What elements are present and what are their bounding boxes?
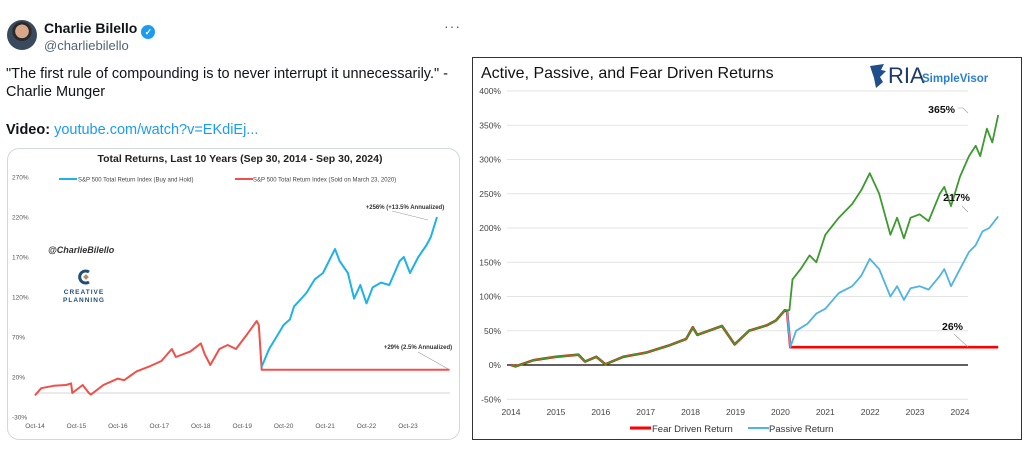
annotation-buy-hold: +256% (+13.5% Annualized) — [366, 205, 444, 211]
x-tick-label: Oct-22 — [357, 423, 377, 430]
annotation-leader — [391, 210, 429, 221]
y-tick-label: 200% — [479, 223, 501, 233]
author-name[interactable]: Charlie Bilello ✓ — [44, 20, 156, 39]
logo-text-ria: RIA — [888, 63, 925, 88]
legend-label-buy-hold: S&P 500 Total Return Index (Buy and Hold… — [78, 178, 194, 184]
annotation-passive: 217% — [943, 192, 971, 204]
x-tick-label: 2024 — [951, 407, 970, 417]
series-line-buy-hold — [260, 216, 438, 367]
x-tick-label: Oct-20 — [274, 423, 294, 430]
left-chart-card[interactable] — [7, 148, 460, 440]
x-tick-label: Oct-14 — [25, 423, 45, 430]
x-tick-label: 2017 — [636, 407, 655, 417]
video-label: Video: — [6, 122, 51, 138]
y-tick-label: 50% — [484, 326, 501, 336]
ria-simplevisor-logo: RIA SimpleVisor — [870, 63, 989, 88]
y-tick-label: 400% — [479, 86, 501, 96]
author-name-text[interactable]: Charlie Bilello — [44, 20, 138, 36]
right-chart-title: Active, Passive, and Fear Driven Returns — [481, 65, 774, 82]
y-tick-label: -50% — [481, 394, 501, 404]
avatar[interactable] — [7, 20, 37, 50]
creative-planning-logo: CREATIVE PLANNING — [63, 269, 105, 304]
x-tick-label: Oct-19 — [232, 423, 252, 430]
x-tick-label: 2023 — [906, 407, 925, 417]
annotation-leader — [958, 107, 969, 114]
x-tick-label: Oct-17 — [150, 423, 170, 430]
x-tick-label: Oct-21 — [315, 423, 335, 430]
legend-label-passive: Passive Return — [769, 424, 833, 435]
y-tick-label: 20% — [12, 375, 25, 382]
y-tick-label: 350% — [479, 120, 501, 130]
left-chart-title: Total Returns, Last 10 Years (Sep 30, 20… — [97, 153, 382, 165]
more-options-icon[interactable]: ··· — [444, 18, 461, 34]
legend-label-fear: Fear Driven Return — [652, 424, 733, 435]
eagle-icon — [870, 64, 886, 88]
tweet-text: "The first rule of compounding is to nev… — [6, 65, 466, 101]
y-tick-label: 120% — [12, 295, 29, 302]
x-tick-label: 2015 — [546, 407, 565, 417]
y-tick-label: 270% — [12, 175, 29, 182]
y-tick-label: 220% — [12, 215, 29, 222]
watermark-handle: @CharlieBilello — [48, 245, 115, 255]
creative-planning-c-icon — [78, 269, 90, 285]
x-tick-label: 2021 — [816, 407, 835, 417]
legend-label-sold: S&P 500 Total Return Index (Sold on Marc… — [253, 178, 396, 184]
y-tick-label: 70% — [12, 335, 25, 342]
series-line-fear-driven — [510, 308, 999, 368]
x-tick-label: 2014 — [502, 407, 521, 417]
x-tick-label: Oct-23 — [398, 423, 418, 430]
x-tick-label: Oct-18 — [191, 423, 211, 430]
y-tick-label: 0% — [489, 360, 502, 370]
x-tick-label: 2022 — [861, 407, 880, 417]
y-tick-label: 300% — [479, 155, 501, 165]
annotation-fear: 26% — [942, 321, 964, 333]
video-line: Video: youtube.com/watch?v=EKdiEj... — [6, 122, 258, 138]
x-tick-label: 2018 — [681, 407, 700, 417]
right-chart-frame — [472, 57, 1022, 440]
author-handle[interactable]: @charliebilello — [44, 38, 129, 53]
y-tick-label: 150% — [479, 257, 501, 267]
logo-text-creative: CREATIVE — [64, 289, 104, 296]
verified-badge-icon: ✓ — [141, 25, 156, 39]
tweet-text-line: "The first rule of compounding is to nev… — [6, 66, 449, 82]
annotation-active: 365% — [928, 104, 956, 116]
tweet-text-line: Charlie Munger — [6, 84, 106, 100]
x-tick-label: 2016 — [591, 407, 610, 417]
y-tick-label: 170% — [12, 255, 29, 262]
y-tick-label: 100% — [479, 292, 501, 302]
annotation-leader — [953, 333, 969, 348]
annotation-sold: +29% (2.5% Annualized) — [384, 345, 452, 351]
x-tick-label: Oct-16 — [108, 423, 128, 430]
x-tick-label: Oct-15 — [67, 423, 87, 430]
x-tick-label: 2020 — [771, 407, 790, 417]
series-line-sold — [34, 320, 450, 397]
logo-text-simplevisor: SimpleVisor — [922, 73, 989, 85]
x-tick-label: 2019 — [726, 407, 745, 417]
series-line-active — [510, 114, 1000, 368]
annotation-leader — [417, 351, 451, 371]
y-tick-label: -30% — [12, 415, 27, 422]
video-link[interactable]: youtube.com/watch?v=EKdiEj... — [54, 122, 259, 138]
annotation-leader — [961, 205, 969, 213]
logo-text-planning: PLANNING — [63, 297, 105, 304]
y-tick-label: 250% — [479, 189, 501, 199]
series-line-passive — [786, 215, 999, 349]
